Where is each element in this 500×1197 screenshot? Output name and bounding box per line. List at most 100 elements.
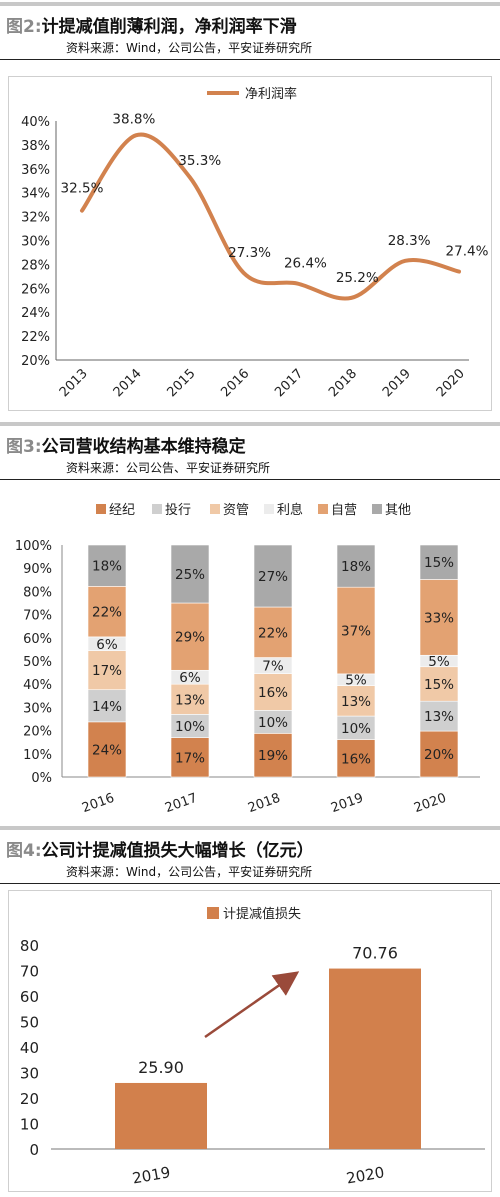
segment-label: 10% <box>175 719 205 735</box>
legend-swatch <box>207 907 219 919</box>
data-label: 25.90 <box>138 1058 184 1077</box>
bar-chart: 计提减值损失 0 10 20 30 40 50 60 70 80 25.90 2019 70.76 202… <box>20 906 485 1188</box>
x-tick-label: 2017 <box>163 791 199 816</box>
stack-segment <box>170 544 210 604</box>
segment-label: 15% <box>424 677 454 693</box>
y-tick-label: 70% <box>23 609 52 624</box>
segment-label: 16% <box>258 685 288 701</box>
segment-label: 10% <box>258 715 288 731</box>
segment-label: 17% <box>92 663 122 679</box>
series-line-net-margin <box>80 132 461 301</box>
x-tick-label: 2016 <box>218 366 252 400</box>
y-tick-label: 24% <box>21 306 50 321</box>
y-tick-label: 50 <box>20 1014 39 1032</box>
fig3-header: 图3:公司营收结构基本维持稳定 资料来源：公司公告、平安证券研究所 <box>0 422 500 480</box>
fig4-header: 图4:公司计提减值损失大幅增长（亿元） 资料来源：Wind，公司公告，平安证券研… <box>0 826 500 884</box>
legend-label: 计提减值损失 <box>223 906 301 922</box>
segment-label: 6% <box>179 670 201 686</box>
y-tick-label: 40 <box>20 1039 39 1057</box>
bar <box>329 968 421 1149</box>
x-tick-label: 2018 <box>246 791 282 816</box>
segment-label: 5% <box>345 673 367 689</box>
fig2-chart-frame: 净利润率 20% 22% 24% 26% 28% 30% 32% 34% 36% 38% 40% 201… <box>8 76 492 411</box>
data-label: 25.2% <box>336 270 379 286</box>
segment-label: 14% <box>92 699 122 715</box>
stack-segment <box>419 730 459 778</box>
stack-segment <box>170 602 210 671</box>
segment-label: 27% <box>258 569 288 585</box>
x-tick-label: 2020 <box>412 791 448 816</box>
x-tick-label: 2019 <box>329 791 365 816</box>
x-tick-label: 2017 <box>272 366 306 400</box>
data-label: 32.5% <box>61 181 104 197</box>
y-tick-label: 30 <box>20 1065 39 1083</box>
segment-label: 24% <box>92 742 122 758</box>
fig2-title-text: 计提减值削薄利润，净利润率下滑 <box>41 17 297 37</box>
segment-label: 7% <box>262 659 284 675</box>
segment-label: 13% <box>424 709 454 725</box>
x-tick-label: 2016 <box>80 791 116 816</box>
segment-label: 10% <box>341 721 371 737</box>
line-chart: 净利润率 20% 22% 24% 26% 28% 30% 32% 34% 36% 38% 40% 201… <box>21 86 489 400</box>
fig3-source: 资料来源：公司公告、平安证券研究所 <box>0 457 500 480</box>
segment-label: 20% <box>424 747 454 763</box>
legend-label: 自营 <box>331 503 357 518</box>
fig3-title-number: 图3: <box>6 437 42 457</box>
stack-segment <box>87 544 127 587</box>
y-tick-label: 80% <box>23 585 52 600</box>
segment-label: 18% <box>92 559 122 575</box>
stack-segment <box>419 579 459 656</box>
fig2-title-number: 图2: <box>6 17 42 37</box>
y-tick-label: 20% <box>21 354 50 369</box>
fig2-header: 图2:计提减值削薄利润，净利润率下滑 资料来源：Wind，公司公告，平安证券研究… <box>0 2 500 60</box>
y-tick-label: 20% <box>23 725 52 740</box>
segment-label: 37% <box>341 624 371 640</box>
y-tick-label: 30% <box>21 235 50 250</box>
legend-swatch <box>372 504 382 514</box>
data-label: 70.76 <box>352 944 398 963</box>
y-tick-label: 32% <box>21 211 50 226</box>
segment-label: 33% <box>424 610 454 626</box>
fig4-title: 图4:公司计提减值损失大幅增长（亿元） <box>0 830 500 861</box>
y-tick-label: 80 <box>20 937 39 955</box>
stack-segment <box>87 689 127 723</box>
data-label: 35.3% <box>178 153 221 169</box>
stack-segment <box>336 739 376 778</box>
fig3-title-text: 公司营收结构基本维持稳定 <box>41 437 246 457</box>
stack-segment <box>336 544 376 588</box>
x-tick-label: 2020 <box>434 366 468 400</box>
y-tick-label: 30% <box>23 701 52 716</box>
y-tick-label: 70 <box>20 963 39 981</box>
y-tick-label: 22% <box>21 330 50 345</box>
fig4-title-text: 公司计提减值损失大幅增长（亿元） <box>41 841 314 861</box>
legend-label: 投行 <box>165 502 191 518</box>
bar <box>115 1082 207 1149</box>
data-label: 27.4% <box>446 244 489 260</box>
fig4-title-number: 图4: <box>6 841 42 861</box>
segment-label: 13% <box>341 694 371 710</box>
fig2-title: 图2:计提减值削薄利润，净利润率下滑 <box>0 6 500 37</box>
segment-label: 13% <box>175 692 205 708</box>
segment-label: 5% <box>428 654 450 670</box>
x-tick-label: 2019 <box>131 1163 172 1187</box>
legend-label: 利息 <box>277 502 303 518</box>
stack-segment <box>253 606 293 658</box>
stack-segment <box>253 733 293 778</box>
segment-label: 19% <box>258 748 288 764</box>
fig2-source: 资料来源：Wind，公司公告，平安证券研究所 <box>0 37 500 60</box>
data-label: 28.3% <box>388 233 431 249</box>
y-tick-label: 36% <box>21 163 50 178</box>
y-tick-label: 50% <box>23 655 52 670</box>
growth-arrow <box>204 971 300 1039</box>
y-tick-label: 90% <box>23 562 52 577</box>
y-tick-label: 34% <box>21 187 50 202</box>
stack-segment <box>419 544 459 580</box>
y-tick-label: 60 <box>20 988 39 1006</box>
segment-label: 6% <box>96 637 118 653</box>
legend-label: 经纪 <box>109 503 135 518</box>
stacked-bar-chart: 经纪 投行 资管 利息 自营 其他 0% 10% 20% 30% 40% 50% 60% 70% 80% 90… <box>15 502 480 816</box>
segment-label: 29% <box>175 630 205 646</box>
data-label: 26.4% <box>284 256 327 272</box>
stack-segment <box>253 544 293 608</box>
legend-label: 净利润率 <box>245 86 297 102</box>
